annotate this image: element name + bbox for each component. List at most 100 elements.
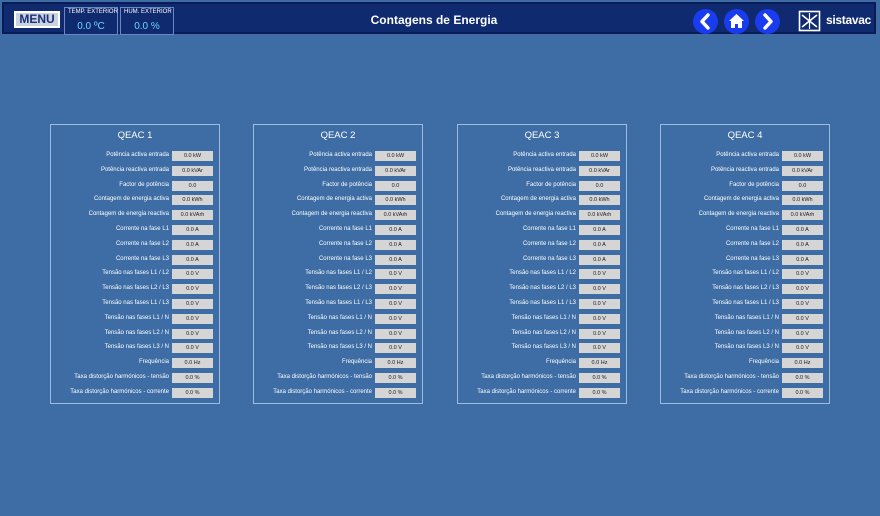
measurement-value: 0.0 A bbox=[782, 254, 823, 265]
measurement-row: Factor de potência 0.0 bbox=[458, 180, 626, 192]
measurement-value: 0.0 V bbox=[375, 269, 416, 280]
measurement-row: Taxa distorção harmónicos - corrente 0.0 … bbox=[254, 387, 422, 399]
measurement-row: Tensão nas fases L1 / N 0.0 V bbox=[458, 313, 626, 325]
measurement-label: Frequência bbox=[545, 359, 576, 366]
measurement-row: Corrente na fase L3 0.0 A bbox=[254, 254, 422, 266]
measurement-row: Taxa distorção harmónicos - corrente 0.0 … bbox=[458, 387, 626, 399]
measurement-row: Potência activa entrada 0.0 kW bbox=[458, 150, 626, 162]
measurement-label: Potência activa entrada bbox=[309, 152, 372, 158]
measurement-label: Factor de potência bbox=[119, 181, 169, 188]
measurement-value: 0.0 bbox=[782, 180, 823, 191]
measurement-value: 0.0 Hz bbox=[782, 358, 823, 369]
measurement-value: 0.0 % bbox=[579, 387, 620, 398]
measurement-value: 0.0 V bbox=[579, 269, 620, 280]
temp-exterior-value: 0.0 ºC bbox=[77, 21, 105, 32]
measurement-value: 0.0 V bbox=[375, 343, 416, 354]
measurement-label: Contagem de energia activa bbox=[703, 196, 779, 203]
measurement-value: 0.0 kVArh bbox=[782, 210, 823, 221]
measurement-row: Frequência 0.0 Hz bbox=[661, 357, 829, 369]
measurement-value: 0.0 A bbox=[172, 239, 213, 250]
measurement-label: Corrente na fase L2 bbox=[318, 240, 372, 247]
measurement-value: 0.0 kW bbox=[172, 151, 213, 161]
measurement-label: Tensão nas fases L2 / N bbox=[104, 329, 169, 336]
measurement-value: 0.0 V bbox=[579, 299, 620, 309]
measurement-value: 0.0 A bbox=[782, 239, 823, 250]
measurement-label: Corrente na fase L3 bbox=[522, 255, 576, 262]
chevron-left-icon[interactable] bbox=[693, 9, 718, 34]
measurement-label: Tensão nas fases L2 / L3 bbox=[102, 285, 169, 292]
measurement-label: Tensão nas fases L1 / L2 bbox=[305, 270, 372, 277]
measurement-value: 0.0 V bbox=[375, 299, 416, 309]
measurement-label: Tensão nas fases L1 / L2 bbox=[102, 270, 169, 277]
measurement-row: Potência activa entrada 0.0 kW bbox=[254, 150, 422, 162]
measurement-row: Tensão nas fases L2 / L3 0.0 V bbox=[51, 283, 219, 295]
measurement-value: 0.0 % bbox=[579, 373, 620, 383]
measurement-value: 0.0 kW bbox=[782, 151, 823, 161]
measurement-row: Corrente na fase L2 0.0 A bbox=[51, 239, 219, 251]
measurement-value: 0.0 V bbox=[782, 284, 823, 295]
measurement-row: Tensão nas fases L1 / L2 0.0 V bbox=[254, 268, 422, 280]
measurement-value: 0.0 kVAr bbox=[579, 165, 620, 176]
measurement-label: Tensão nas fases L1 / N bbox=[511, 314, 576, 321]
measurement-row: Frequência 0.0 Hz bbox=[51, 357, 219, 369]
measurement-label: Frequência bbox=[138, 359, 169, 366]
panel-qeac-3: QEAC 3 Potência activa entrada 0.0 kW Potên… bbox=[457, 124, 627, 404]
home-icon[interactable] bbox=[724, 9, 749, 34]
panel-qeac-2: QEAC 2 Potência activa entrada 0.0 kW Potên… bbox=[253, 124, 423, 404]
measurement-row: Potência reactiva entrada 0.0 kVAr bbox=[51, 165, 219, 177]
measurement-label: Tensão nas fases L1 / L2 bbox=[712, 270, 779, 277]
measurement-value: 0.0 % bbox=[172, 387, 213, 398]
measurement-row: Tensão nas fases L2 / L3 0.0 V bbox=[254, 283, 422, 295]
measurement-row: Tensão nas fases L2 / N 0.0 V bbox=[51, 328, 219, 340]
measurement-row: Potência activa entrada 0.0 kW bbox=[661, 150, 829, 162]
measurement-row: Tensão nas fases L1 / L3 0.0 V bbox=[51, 298, 219, 310]
measurement-label: Potência reactiva entrada bbox=[710, 166, 779, 173]
measurement-value: 0.0 V bbox=[172, 299, 213, 309]
measurement-row: Tensão nas fases L3 / N 0.0 V bbox=[661, 342, 829, 354]
measurement-value: 0.0 Hz bbox=[172, 358, 213, 369]
measurement-label: Tensão nas fases L3 / N bbox=[307, 344, 372, 351]
measurement-value: 0.0 Hz bbox=[375, 358, 416, 369]
menu-button[interactable]: MENU bbox=[14, 11, 60, 28]
measurement-label: Tensão nas fases L3 / N bbox=[714, 344, 779, 351]
measurement-label: Corrente na fase L2 bbox=[725, 240, 779, 247]
measurement-value: 0.0 V bbox=[375, 328, 416, 339]
measurement-value: 0.0 bbox=[375, 180, 416, 191]
measurement-value: 0.0 % bbox=[172, 373, 213, 383]
measurement-value: 0.0 kVAr bbox=[782, 165, 823, 176]
measurement-label: Taxa distorção harmónicos - tensão bbox=[481, 374, 576, 380]
temp-exterior-label: TEMP. EXTERIOR bbox=[68, 9, 118, 15]
measurement-value: 0.0 V bbox=[579, 284, 620, 295]
measurement-label: Tensão nas fases L1 / N bbox=[104, 314, 169, 321]
measurement-label: Corrente na fase L1 bbox=[522, 226, 576, 232]
measurement-label: Taxa distorção harmónicos - tensão bbox=[74, 374, 169, 380]
measurement-label: Corrente na fase L2 bbox=[115, 240, 169, 247]
measurement-label: Tensão nas fases L3 / N bbox=[104, 344, 169, 351]
measurement-value: 0.0 Hz bbox=[579, 358, 620, 369]
measurement-row: Corrente na fase L2 0.0 A bbox=[254, 239, 422, 251]
measurement-value: 0.0 A bbox=[782, 225, 823, 235]
measurement-row: Tensão nas fases L1 / L2 0.0 V bbox=[51, 268, 219, 280]
measurement-row: Potência reactiva entrada 0.0 kVAr bbox=[661, 165, 829, 177]
measurement-row: Taxa distorção harmónicos - tensão 0.0 % bbox=[661, 372, 829, 384]
measurement-value: 0.0 % bbox=[782, 387, 823, 398]
measurement-row: Tensão nas fases L1 / L3 0.0 V bbox=[661, 298, 829, 310]
measurement-row: Frequência 0.0 Hz bbox=[458, 357, 626, 369]
panel-qeac-4: QEAC 4 Potência activa entrada 0.0 kW Potên… bbox=[660, 124, 830, 404]
panel-title: QEAC 3 bbox=[524, 130, 560, 141]
measurement-value: 0.0 kWh bbox=[375, 195, 416, 206]
measurement-row: Tensão nas fases L1 / L2 0.0 V bbox=[458, 268, 626, 280]
measurement-label: Potência activa entrada bbox=[513, 152, 576, 158]
measurement-value: 0.0 bbox=[172, 180, 213, 191]
measurement-label: Contagem de energia reactiva bbox=[495, 211, 576, 218]
measurement-value: 0.0 kW bbox=[375, 151, 416, 161]
measurement-value: 0.0 A bbox=[579, 225, 620, 235]
measurement-row: Corrente na fase L1 0.0 A bbox=[458, 224, 626, 236]
measurement-value: 0.0 kWh bbox=[172, 195, 213, 206]
page-title: Contagens de Energia bbox=[370, 13, 498, 27]
chevron-right-icon[interactable] bbox=[755, 9, 780, 34]
measurement-value: 0.0 V bbox=[172, 343, 213, 354]
measurement-label: Potência reactiva entrada bbox=[303, 166, 372, 173]
measurement-value: 0.0 % bbox=[375, 373, 416, 383]
measurement-row: Contagem de energia activa 0.0 kWh bbox=[254, 194, 422, 206]
